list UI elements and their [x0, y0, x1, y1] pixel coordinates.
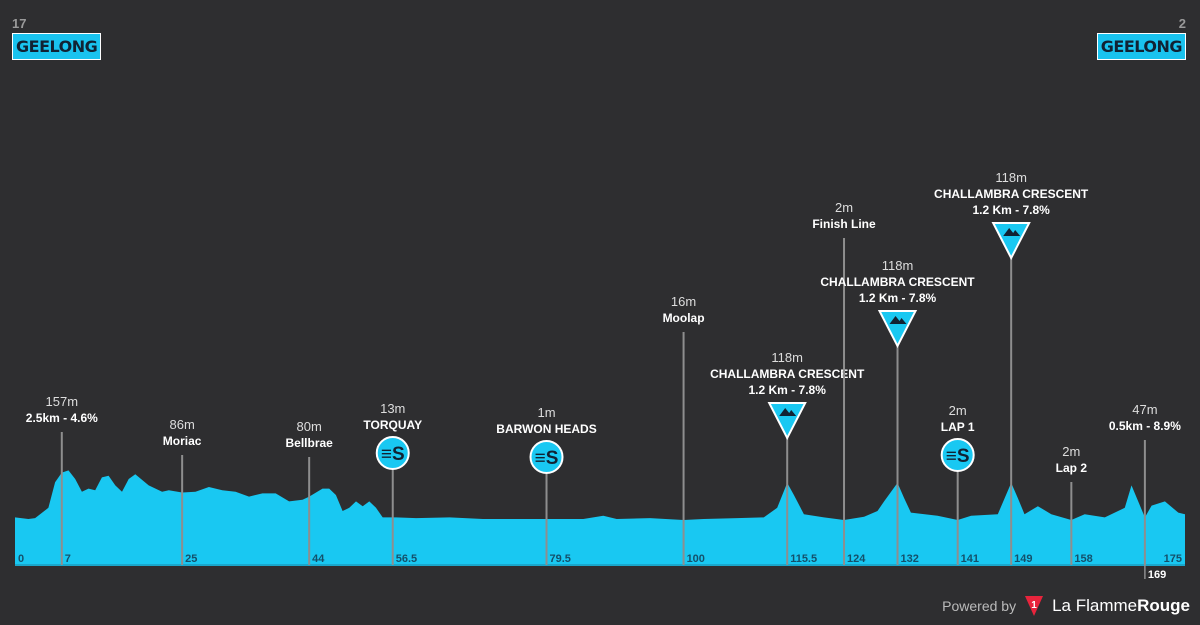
marker-name: TORQUAY [363, 418, 422, 432]
marker-elevation: 157m [46, 394, 79, 409]
marker-name: 0.5km - 8.9% [1109, 419, 1181, 433]
powered-by: Powered by 1 La FlammeRouge [942, 595, 1190, 617]
marker-name: BARWON HEADS [496, 422, 596, 436]
marker-elevation: 118m [882, 258, 914, 273]
svg-text:1: 1 [1031, 600, 1037, 611]
marker-name: CHALLAMBRA CRESCENT [820, 275, 975, 289]
marker-elevation: 118m [771, 350, 803, 365]
distance-tick-label: 25 [185, 553, 197, 565]
distance-tick-label: 44 [312, 553, 325, 565]
marker-elevation: 86m [169, 417, 194, 432]
marker-elevation: 118m [995, 170, 1027, 185]
marker-elevation: 2m [949, 403, 967, 418]
start-city-label: GEELONG [12, 33, 102, 60]
distance-tick-label: 149 [1014, 553, 1032, 565]
distance-tick-label: 169 [1148, 569, 1166, 581]
brand-bold: Rouge [1137, 596, 1190, 615]
finish-city: 2 GEELONG [1096, 16, 1186, 60]
marker-elevation: 1m [537, 405, 555, 420]
marker-name: Finish Line [812, 217, 876, 231]
sprint-circle [940, 438, 975, 472]
sprint-glyph: ≡S [535, 448, 559, 469]
finish-city-label: GEELONG [1096, 33, 1186, 60]
start-city: 17 GEELONG [12, 16, 102, 60]
sprint-icon: ≡S [375, 436, 410, 470]
distance-tick-label: 7 [65, 553, 71, 565]
kom-triangle [767, 402, 807, 441]
sprint-glyph: ≡S [946, 446, 970, 467]
kom-triangle [877, 310, 918, 349]
marker-name: Moriac [163, 434, 202, 448]
sprint-icon: ≡S [529, 440, 564, 474]
kom-triangle [991, 222, 1031, 261]
distance-tick-label: 141 [961, 553, 979, 565]
sprint-glyph: ≡S [381, 444, 405, 465]
distance-tick-label: 132 [901, 553, 919, 565]
marker-elevation: 13m [380, 401, 405, 416]
brand-light: La Flamme [1052, 596, 1138, 615]
marker-elevation: 47m [1132, 402, 1157, 417]
sprint-circle [375, 436, 410, 470]
sprint-icon: ≡S [940, 438, 975, 472]
marker-elevation: 16m [671, 294, 696, 309]
distance-tick-label: 79.5 [550, 553, 571, 565]
distance-tick-label: 175 [1164, 553, 1182, 565]
marker-elevation: 2m [1062, 444, 1080, 459]
mountain-icon [767, 402, 807, 441]
mountain-glyph [779, 408, 797, 416]
mountain-icon [877, 310, 918, 349]
marker-name: CHALLAMBRA CRESCENT [710, 367, 865, 381]
distance-tick-label: 124 [847, 553, 866, 565]
mountain-icon [991, 222, 1031, 261]
marker-elevation: 80m [297, 419, 322, 434]
sprint-circle [529, 440, 564, 474]
distance-tick-label: 100 [687, 553, 705, 565]
finish-number: 2 [1178, 16, 1186, 31]
marker-detail: 1.2 Km - 7.8% [972, 203, 1050, 217]
start-number: 17 [12, 16, 27, 31]
powered-by-text: Powered by [942, 598, 1017, 614]
marker-elevation: 2m [835, 200, 853, 215]
distance-tick-label: 115.5 [790, 553, 817, 565]
distance-tick-label: 56.5 [396, 553, 417, 565]
marker-name: LAP 1 [941, 420, 975, 434]
marker-detail: 1.2 Km - 7.8% [859, 291, 937, 305]
marker-name: Moolap [663, 311, 705, 325]
brand-name: La FlammeRouge [1052, 596, 1190, 616]
marker-name: Bellbrae [285, 436, 333, 450]
marker-name: CHALLAMBRA CRESCENT [934, 187, 1089, 201]
marker-detail: 1.2 Km - 7.8% [749, 383, 827, 397]
elevation-area [15, 470, 1185, 565]
distance-tick-label: 0 [18, 553, 24, 565]
marker-name: 2.5km - 4.6% [26, 411, 98, 425]
mountain-glyph [1003, 228, 1021, 236]
distance-tick-label: 158 [1074, 553, 1092, 565]
la-flamme-rouge-logo-icon: 1 [1025, 596, 1044, 616]
mountain-glyph [889, 316, 907, 324]
marker-name: Lap 2 [1056, 461, 1088, 475]
